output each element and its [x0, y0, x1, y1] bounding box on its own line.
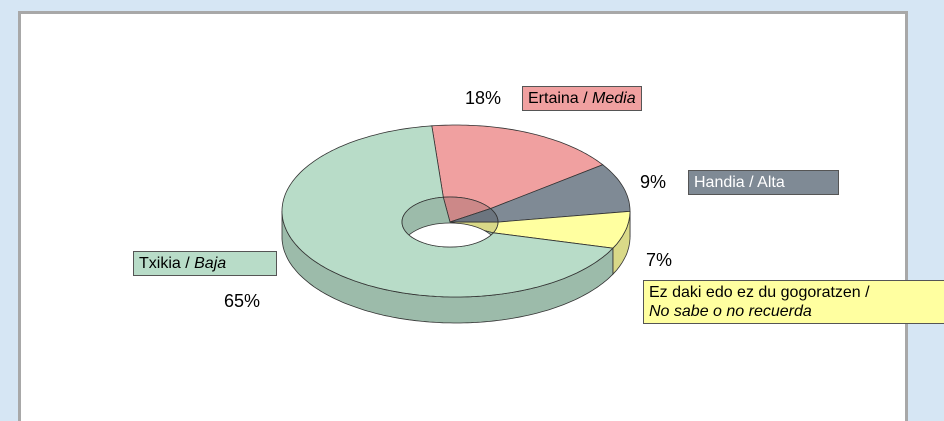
category-label: Handia / Alta	[688, 170, 839, 195]
value-label: 18%	[465, 88, 502, 108]
hole-wall	[449, 197, 498, 223]
value-label: 65%	[224, 291, 261, 311]
category-label: Ez daki edo ez du gogoratzen / No sabe o…	[643, 280, 944, 324]
value-label: 9%	[640, 172, 667, 192]
hole-floor	[402, 222, 498, 247]
category-label: Ertaina / Media	[522, 86, 642, 111]
hole-wall	[436, 197, 498, 223]
hole-wall	[402, 197, 498, 247]
category-label: Txikia / Baja	[133, 251, 277, 276]
hole	[402, 197, 498, 247]
value-label: 7%	[646, 250, 673, 270]
hole-edge	[401, 196, 499, 248]
